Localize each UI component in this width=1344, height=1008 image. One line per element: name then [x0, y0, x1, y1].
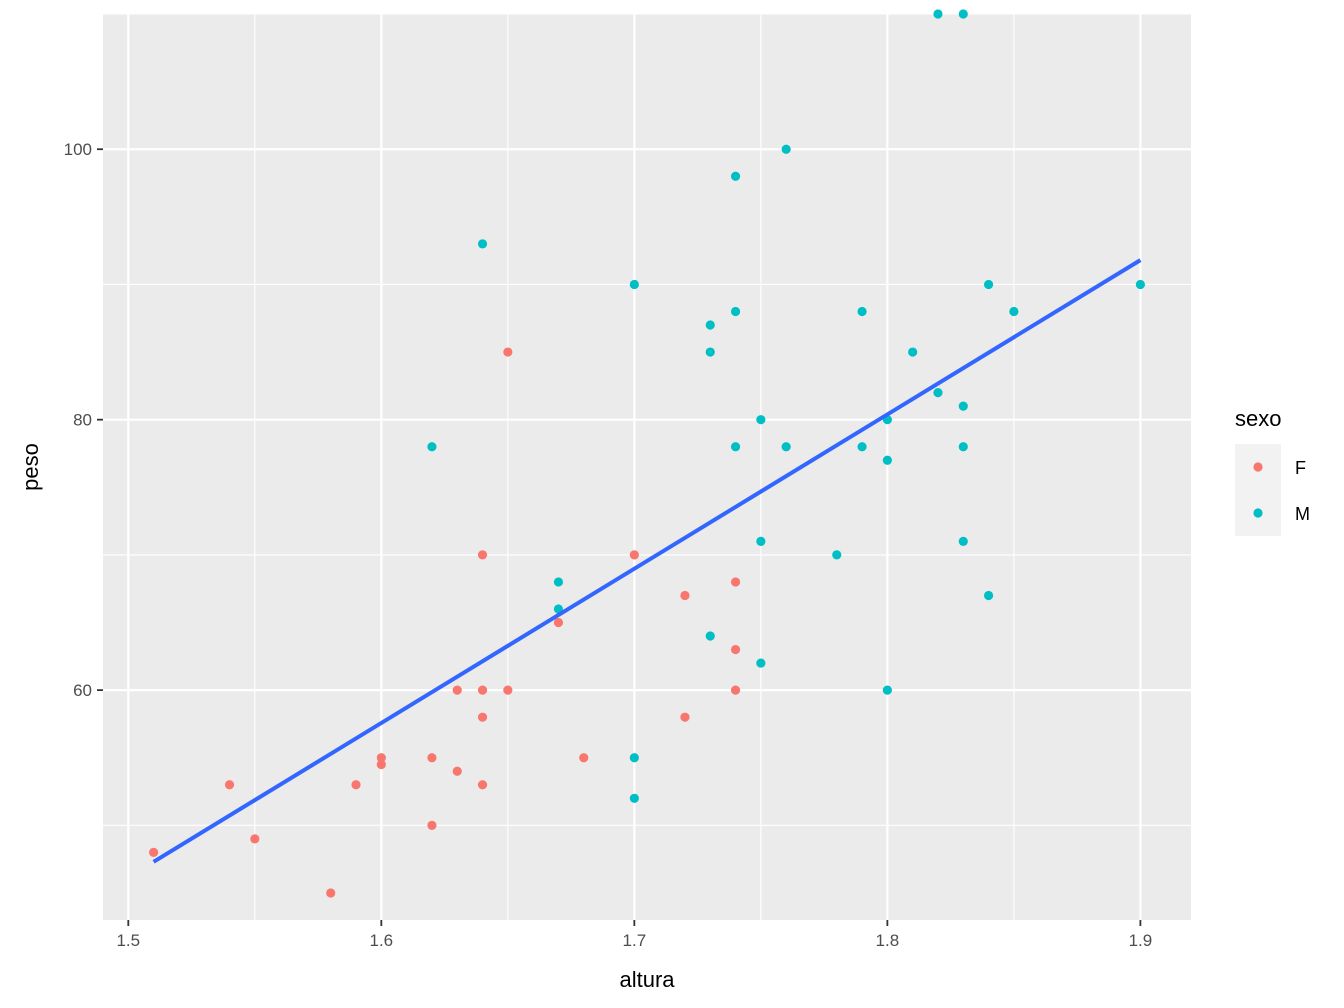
data-point — [224, 780, 235, 790]
trend-line — [152, 258, 1142, 864]
legend-items: FM — [1235, 444, 1310, 536]
data-point — [730, 685, 741, 695]
data-point — [958, 442, 968, 452]
data-point — [730, 577, 741, 587]
trend-line-group — [152, 258, 1142, 864]
data-point — [1009, 306, 1019, 317]
data-point — [730, 171, 741, 181]
data-point — [427, 753, 437, 763]
data-point — [477, 685, 488, 695]
data-point — [958, 536, 968, 546]
data-point — [553, 577, 564, 587]
data-point — [756, 658, 766, 668]
data-point — [579, 753, 589, 763]
data-point — [477, 780, 488, 790]
x-axis: 1.5 1.6 1.7 1.8 1.9 — [116, 920, 1152, 950]
data-point — [908, 347, 918, 357]
data-point — [730, 644, 741, 655]
data-point — [882, 455, 892, 465]
data-point — [781, 442, 791, 452]
legend-label: M — [1295, 504, 1310, 524]
data-point — [553, 617, 564, 628]
legend: sexo FM — [1235, 406, 1310, 536]
data-point — [730, 306, 741, 317]
data-point — [629, 793, 639, 803]
data-point — [452, 685, 462, 695]
y-tick-label: 100 — [64, 140, 92, 159]
data-point — [705, 347, 715, 357]
data-point — [376, 753, 386, 763]
x-tick-label: 1.7 — [623, 931, 647, 950]
data-point — [958, 401, 968, 411]
data-point — [705, 320, 715, 330]
data-point — [705, 631, 715, 641]
data-point — [730, 442, 741, 452]
data-point — [857, 306, 867, 317]
legend-label: F — [1295, 458, 1306, 478]
data-point — [250, 834, 260, 844]
data-point — [629, 753, 639, 763]
data-point — [477, 712, 488, 722]
data-point — [756, 415, 766, 425]
legend-key-point — [1253, 508, 1263, 518]
data-point — [477, 550, 488, 560]
data-point — [149, 847, 159, 857]
y-tick-label: 60 — [73, 681, 92, 700]
data-point — [427, 820, 437, 830]
data-point — [629, 550, 639, 560]
data-point — [326, 888, 336, 898]
data-point — [680, 712, 690, 722]
plot-panel — [103, 14, 1191, 920]
x-tick-label: 1.5 — [116, 931, 140, 950]
legend-key-point — [1253, 462, 1263, 472]
data-point — [477, 239, 488, 249]
y-axis-title: peso — [18, 443, 43, 491]
series-f — [149, 347, 741, 898]
legend-title: sexo — [1235, 406, 1281, 431]
data-point — [933, 9, 943, 19]
data-point — [857, 442, 867, 452]
data-point — [503, 347, 513, 357]
data-point — [983, 590, 994, 601]
y-axis: 60 80 100 — [64, 140, 103, 700]
data-point — [629, 279, 639, 290]
data-point — [503, 685, 513, 695]
data-point — [756, 536, 766, 546]
data-point — [1135, 279, 1145, 290]
data-point — [781, 144, 791, 154]
data-point — [983, 279, 994, 290]
x-axis-title: altura — [619, 967, 675, 992]
data-point — [452, 766, 462, 776]
data-point — [376, 759, 386, 770]
data-point — [882, 685, 892, 695]
x-tick-label: 1.8 — [876, 931, 900, 950]
data-points — [149, 9, 1145, 898]
data-point — [351, 780, 361, 790]
data-point — [958, 9, 968, 19]
x-tick-label: 1.9 — [1129, 931, 1153, 950]
y-tick-label: 80 — [73, 411, 92, 430]
data-point — [427, 442, 437, 452]
data-point — [933, 388, 943, 398]
minor-gridlines — [103, 13, 1191, 920]
x-tick-label: 1.6 — [370, 931, 394, 950]
major-gridlines — [103, 14, 1191, 920]
data-point — [832, 550, 842, 560]
data-point — [680, 590, 690, 601]
